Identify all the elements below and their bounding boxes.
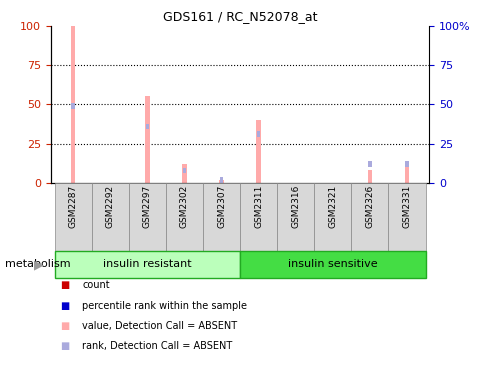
Text: ■: ■: [60, 300, 70, 311]
Text: GSM2302: GSM2302: [180, 185, 189, 228]
Text: metabolism: metabolism: [5, 259, 70, 269]
Text: rank, Detection Call = ABSENT: rank, Detection Call = ABSENT: [82, 341, 232, 351]
Bar: [182, 168, 186, 173]
Text: count: count: [82, 280, 110, 291]
Text: GSM2292: GSM2292: [106, 185, 115, 228]
FancyBboxPatch shape: [203, 183, 240, 251]
Title: GDS161 / RC_N52078_at: GDS161 / RC_N52078_at: [163, 10, 317, 23]
Text: GSM2326: GSM2326: [364, 185, 374, 228]
FancyBboxPatch shape: [55, 251, 240, 278]
Text: ■: ■: [60, 321, 70, 331]
Text: GSM2287: GSM2287: [69, 185, 77, 228]
Bar: [145, 124, 149, 129]
FancyBboxPatch shape: [129, 183, 166, 251]
Bar: [71, 26, 75, 183]
Bar: [71, 103, 75, 109]
Text: GSM2307: GSM2307: [216, 185, 226, 228]
Bar: [145, 96, 149, 183]
Bar: [256, 120, 260, 183]
FancyBboxPatch shape: [350, 183, 388, 251]
FancyBboxPatch shape: [314, 183, 350, 251]
Text: GSM2311: GSM2311: [254, 185, 263, 228]
Text: percentile rank within the sample: percentile rank within the sample: [82, 300, 247, 311]
FancyBboxPatch shape: [240, 183, 276, 251]
Bar: [404, 161, 408, 167]
Bar: [256, 131, 260, 137]
Text: insulin sensitive: insulin sensitive: [287, 259, 377, 269]
Text: GSM2297: GSM2297: [143, 185, 151, 228]
Text: GSM2331: GSM2331: [402, 185, 410, 228]
Bar: [219, 180, 223, 183]
Text: GSM2316: GSM2316: [290, 185, 300, 228]
FancyBboxPatch shape: [166, 183, 203, 251]
Bar: [404, 164, 408, 183]
FancyBboxPatch shape: [388, 183, 424, 251]
Text: insulin resistant: insulin resistant: [103, 259, 191, 269]
Bar: [182, 164, 186, 183]
FancyBboxPatch shape: [276, 183, 314, 251]
Text: ■: ■: [60, 280, 70, 291]
Text: ▶: ▶: [34, 258, 44, 271]
Text: GSM2321: GSM2321: [328, 185, 336, 228]
Bar: [219, 177, 223, 183]
Bar: [367, 161, 371, 167]
Text: value, Detection Call = ABSENT: value, Detection Call = ABSENT: [82, 321, 237, 331]
FancyBboxPatch shape: [240, 251, 424, 278]
Text: ■: ■: [60, 341, 70, 351]
Bar: [367, 171, 371, 183]
FancyBboxPatch shape: [55, 183, 91, 251]
FancyBboxPatch shape: [91, 183, 129, 251]
